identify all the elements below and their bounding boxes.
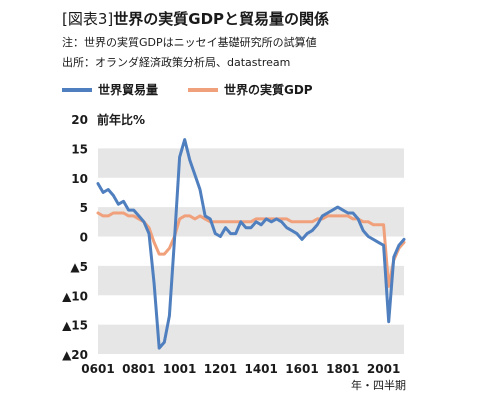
y-axis-label: 前年比% xyxy=(97,112,145,127)
grid-band xyxy=(98,324,404,354)
x-tick-label: 1601 xyxy=(285,362,318,376)
series-line-gdp xyxy=(96,211,406,288)
x-tick-label: 0801 xyxy=(122,362,155,376)
legend-label-gdp: 世界の実質GDP xyxy=(224,83,313,97)
chart-note: 注：世界の実質GDPはニッセイ基礎研究所の試算値 xyxy=(62,36,317,49)
y-tick-label: 0 xyxy=(80,231,88,245)
y-tick-label: ▲15 xyxy=(62,319,88,333)
grid-band xyxy=(98,148,404,178)
y-tick-label: 20 xyxy=(71,113,88,127)
figure-tag: [図表3] xyxy=(62,10,114,28)
legend-swatch-trade xyxy=(62,87,92,92)
legend-label-trade: 世界貿易量 xyxy=(98,83,159,97)
y-tick-label: ▲5 xyxy=(70,260,88,274)
y-tick-label: ▲20 xyxy=(62,348,88,362)
y-tick-label: ▲10 xyxy=(62,289,88,303)
chart-source: 出所：オランダ経済政策分析局、datastream xyxy=(62,56,291,69)
x-tick-label: 2001 xyxy=(367,362,400,376)
legend-item-trade: 世界貿易量 xyxy=(62,81,158,98)
legend-item-gdp: 世界の実質GDP xyxy=(188,81,313,98)
figure-title: 世界の実質GDPと貿易量の関係 xyxy=(113,10,330,28)
legend-swatch-gdp xyxy=(188,87,218,92)
y-tick-label: 5 xyxy=(80,201,88,215)
series-line-trade xyxy=(96,138,406,350)
x-tick-label: 1201 xyxy=(204,362,237,376)
x-tick-label: 1401 xyxy=(244,362,277,376)
x-axis-label: 年・四半期 xyxy=(351,378,406,392)
x-tick-label: 1001 xyxy=(163,362,196,376)
y-tick-label: 10 xyxy=(71,172,88,186)
x-tick-label: 1801 xyxy=(326,362,359,376)
x-tick-label: 0601 xyxy=(81,362,114,376)
chart-title: [図表3]世界の実質GDPと貿易量の関係 xyxy=(62,8,329,29)
grid-band xyxy=(98,265,404,296)
y-tick-label: 15 xyxy=(71,142,88,156)
